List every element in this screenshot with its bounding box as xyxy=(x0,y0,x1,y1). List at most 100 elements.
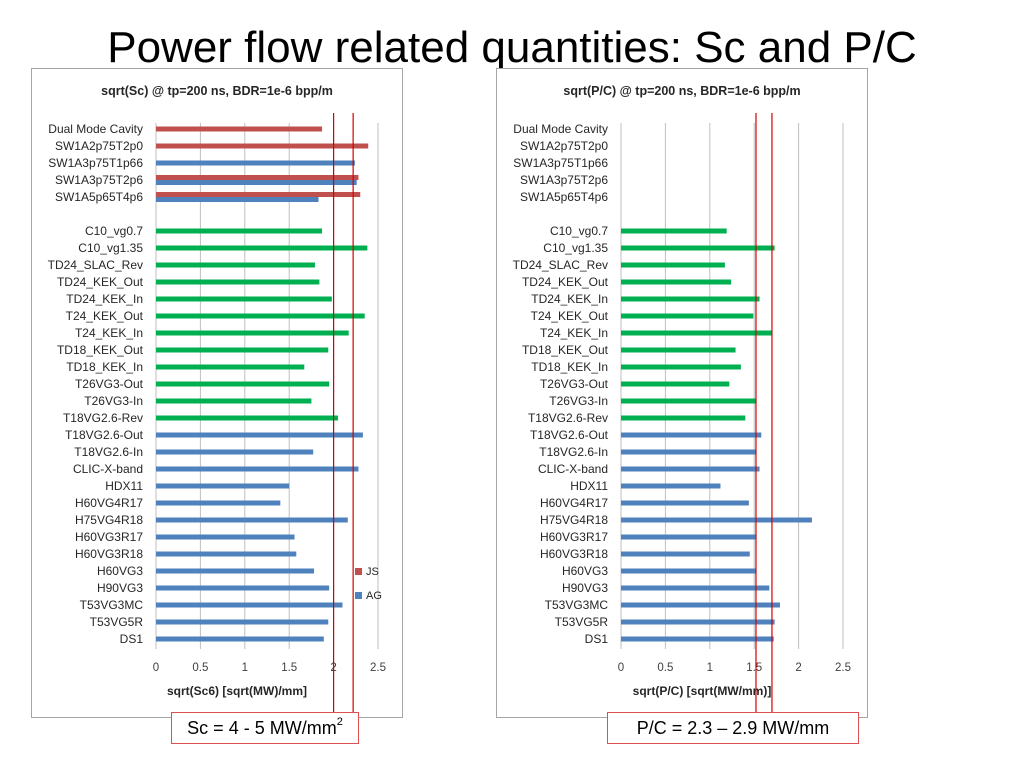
sc-bar-green xyxy=(156,381,330,387)
sc-range-exponent: 2 xyxy=(336,716,343,728)
pc-chart-panel: sqrt(P/C) @ tp=200 ns, BDR=1e-6 bpp/m 0 0.… xyxy=(496,68,868,718)
sc-category-label: CLIC-X-band xyxy=(73,462,143,476)
sc-category-label: TD24_SLAC_Rev xyxy=(48,258,143,272)
sc-bar-ag xyxy=(156,483,290,489)
sc-chart-title: sqrt(Sc) @ tp=200 ns, BDR=1e-6 bpp/m xyxy=(101,84,333,98)
pc-bar-ag xyxy=(621,500,749,506)
pc-bar-ag xyxy=(621,534,756,540)
sc-category-label: T18VG2.6-In xyxy=(74,445,143,459)
pc-x-tick-label: 1.5 xyxy=(746,662,762,674)
pc-bar-ag xyxy=(621,517,812,523)
sc-category-label: T26VG3-In xyxy=(84,394,143,408)
sc-bar-green xyxy=(156,364,305,370)
pc-x-axis-label: sqrt(P/C) [sqrt(MW/mm)] xyxy=(633,684,772,698)
pc-category-label: T53VG5R xyxy=(555,615,609,629)
sc-bar-ag xyxy=(156,534,295,540)
pc-bar-ag xyxy=(621,483,721,489)
sc-bar-ag xyxy=(156,500,281,506)
sc-bar-ag xyxy=(156,197,319,202)
sc-bar-ag xyxy=(156,636,324,642)
pc-bar-green xyxy=(621,245,775,251)
sc-bar-js xyxy=(156,192,361,197)
pc-category-label: TD24_KEK_In xyxy=(531,292,608,306)
sc-category-label: SW1A2p75T2p0 xyxy=(55,139,143,153)
sc-bar-ag xyxy=(156,551,297,557)
sc-category-label: TD18_KEK_In xyxy=(66,360,143,374)
pc-category-label: TD18_KEK_Out xyxy=(522,343,609,357)
pc-bar-ag xyxy=(621,636,774,642)
sc-category-label: H60VG4R17 xyxy=(75,496,143,510)
pc-category-label: SW1A2p75T2p0 xyxy=(520,139,608,153)
sc-bar-ag xyxy=(156,568,315,574)
sc-legend-swatch-js xyxy=(355,568,362,575)
pc-x-tick-label: 0 xyxy=(618,662,624,674)
sc-category-label: TD24_KEK_In xyxy=(66,292,143,306)
sc-bar-js xyxy=(156,143,369,149)
sc-bar-green xyxy=(156,313,365,319)
sc-category-label: H90VG3 xyxy=(97,581,143,595)
sc-category-label: T53VG3MC xyxy=(80,598,144,612)
pc-bar-green xyxy=(621,347,736,353)
pc-bar-green xyxy=(621,330,772,336)
pc-category-label: TD24_SLAC_Rev xyxy=(513,258,608,272)
sc-bar-green xyxy=(156,245,368,251)
sc-category-label: T24_KEK_Out xyxy=(66,309,144,323)
sc-legend-label-js: JS xyxy=(366,566,379,578)
pc-range-callout: P/C = 2.3 – 2.9 MW/mm xyxy=(607,712,859,744)
sc-bar-ag xyxy=(156,466,359,472)
sc-bar-ag xyxy=(156,602,343,608)
sc-bar-ag xyxy=(156,449,314,455)
sc-category-label: T18VG2.6-Rev xyxy=(63,411,143,425)
pc-category-label: SW1A3p75T2p6 xyxy=(520,173,608,187)
sc-legend-label-ag: AG xyxy=(366,590,382,602)
pc-category-label: T18VG2.6-In xyxy=(539,445,608,459)
pc-bar-green xyxy=(621,279,732,285)
sc-bar-ag xyxy=(156,517,348,523)
pc-category-label: H90VG3 xyxy=(562,581,608,595)
sc-range-text: Sc = 4 - 5 MW/mm xyxy=(187,718,337,738)
pc-bar-green xyxy=(621,313,754,319)
pc-bar-chart: sqrt(P/C) @ tp=200 ns, BDR=1e-6 bpp/m 0 0.… xyxy=(513,84,851,717)
sc-bar-green xyxy=(156,279,320,285)
pc-category-label: Dual Mode Cavity xyxy=(513,122,608,136)
pc-bar-green xyxy=(621,364,741,370)
pc-x-tick-label: 2.5 xyxy=(835,662,851,674)
pc-category-label: H75VG4R18 xyxy=(540,513,608,527)
sc-x-tick-label: 0 xyxy=(153,662,159,674)
pc-bar-green xyxy=(621,415,746,421)
pc-category-label: H60VG3 xyxy=(562,564,608,578)
sc-bar-chart: sqrt(Sc) @ tp=200 ns, BDR=1e-6 bpp/m 0 0.5… xyxy=(48,84,386,717)
slide-title: Power flow related quantities: Sc and P/… xyxy=(107,23,917,72)
pc-bar-green xyxy=(621,398,756,404)
pc-category-label: SW1A3p75T1p66 xyxy=(513,156,608,170)
pc-category-label: HDX11 xyxy=(570,479,608,493)
pc-bar-ag xyxy=(621,585,770,591)
pc-x-tick-label: 0.5 xyxy=(657,662,673,674)
sc-legend-swatch-ag xyxy=(355,592,362,599)
sc-category-label: H60VG3 xyxy=(97,564,143,578)
pc-category-label: DS1 xyxy=(585,632,609,646)
sc-bar-green xyxy=(156,296,332,302)
pc-bar-green xyxy=(621,381,730,387)
pc-bar-ag xyxy=(621,432,762,438)
sc-category-label: T24_KEK_In xyxy=(75,326,143,340)
sc-x-axis-label: sqrt(Sc6) [sqrt(MW)/mm] xyxy=(167,684,307,698)
sc-category-label: T18VG2.6-Out xyxy=(65,428,144,442)
sc-bar-green xyxy=(156,415,339,421)
sc-bar-green xyxy=(156,262,315,268)
sc-category-label: H60VG3R18 xyxy=(75,547,143,561)
pc-bar-green xyxy=(621,262,725,268)
pc-category-label: TD18_KEK_In xyxy=(531,360,608,374)
pc-bar-ag xyxy=(621,602,780,608)
pc-bar-ag xyxy=(621,619,775,625)
pc-category-label: H60VG3R18 xyxy=(540,547,608,561)
pc-category-label: TD24_KEK_Out xyxy=(522,275,609,289)
sc-chart-panel: sqrt(Sc) @ tp=200 ns, BDR=1e-6 bpp/m 0 0.5… xyxy=(31,68,403,718)
sc-category-label: SW1A3p75T1p66 xyxy=(48,156,143,170)
pc-category-label: H60VG4R17 xyxy=(540,496,608,510)
pc-category-label: T53VG3MC xyxy=(545,598,609,612)
pc-bar-ag xyxy=(621,551,750,557)
pc-bar-ag xyxy=(621,568,756,574)
pc-category-label: C10_vg0.7 xyxy=(550,224,608,238)
pc-category-label: CLIC-X-band xyxy=(538,462,608,476)
